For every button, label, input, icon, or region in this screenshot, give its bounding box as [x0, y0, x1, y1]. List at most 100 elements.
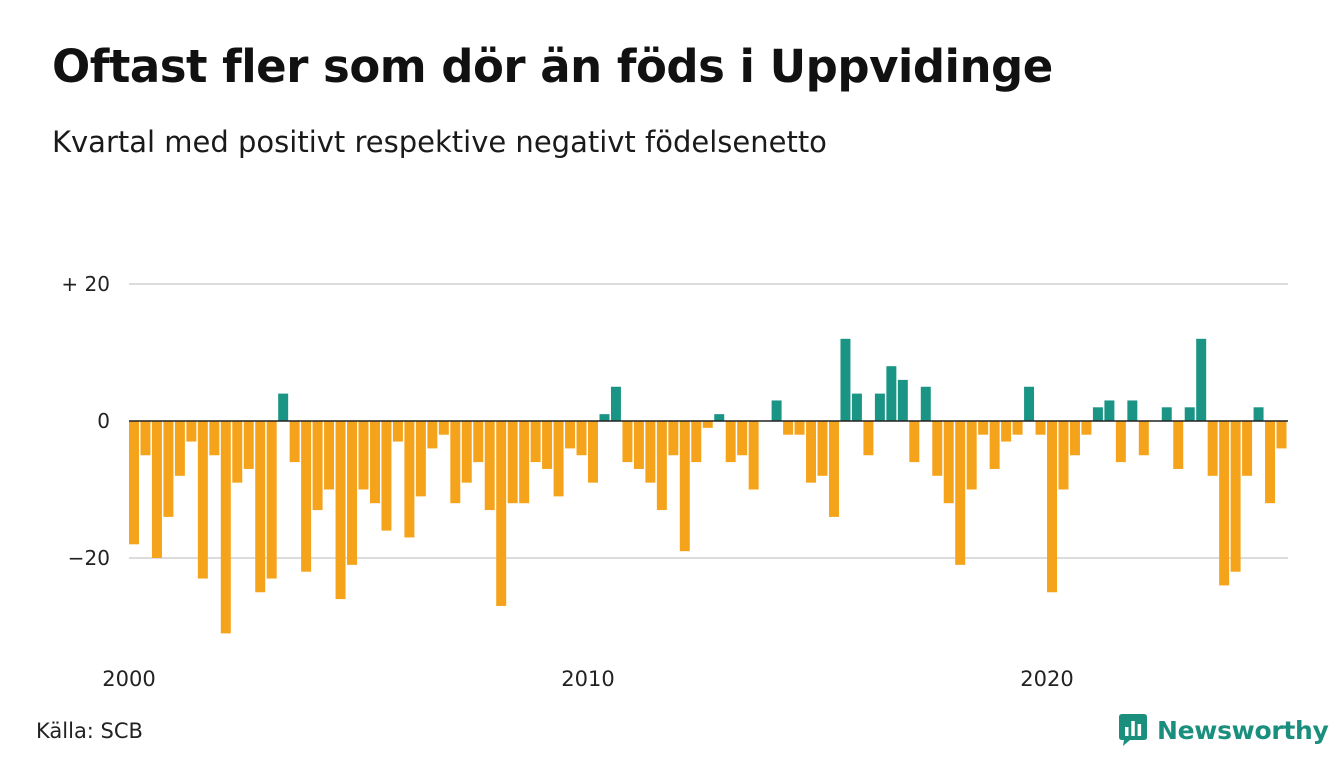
y-tick-label: 0 — [97, 409, 110, 433]
bar-positive — [886, 366, 897, 421]
bar-negative — [232, 421, 243, 483]
bar-negative — [783, 421, 794, 435]
bar-negative — [129, 421, 139, 545]
bar-negative — [473, 421, 484, 463]
chart-title: Oftast fler som dör än föds i Uppvidinge — [52, 40, 1053, 93]
bar-negative — [1207, 421, 1218, 476]
bar-positive — [1127, 400, 1138, 421]
bar-negative — [691, 421, 702, 463]
bar-negative — [335, 421, 346, 600]
bar-positive — [1196, 338, 1207, 421]
bar-negative — [1035, 421, 1046, 435]
bar-positive — [599, 414, 610, 421]
bar-negative — [553, 421, 564, 497]
bar-chart: + 20 0 −20 2000 2010 2020 — [61, 272, 1288, 691]
gridlines — [129, 283, 1288, 559]
source-note: Källa: SCB — [36, 719, 143, 743]
bar-negative — [679, 421, 690, 552]
bar-positive — [1161, 407, 1172, 421]
y-tick-label: + 20 — [61, 272, 110, 296]
bar-negative — [1069, 421, 1080, 456]
bar-negative — [484, 421, 495, 511]
bar-negative — [817, 421, 828, 476]
bar-negative — [220, 421, 231, 634]
bar-negative — [186, 421, 197, 442]
brand-name: Newsworthy — [1157, 715, 1329, 745]
bar-negative — [174, 421, 185, 476]
x-tick-label: 2020 — [1020, 667, 1073, 691]
bar-negative — [1047, 421, 1057, 593]
bar-negative — [943, 421, 954, 504]
bar-negative — [347, 421, 358, 565]
bar-positive — [1104, 400, 1115, 421]
bar-negative — [404, 421, 415, 538]
bar-positive — [897, 379, 908, 421]
bar-negative — [565, 421, 576, 449]
newsworthy-logo-icon — [1119, 714, 1147, 746]
bar-negative — [576, 421, 587, 456]
bar-negative — [633, 421, 644, 469]
bar-negative — [725, 421, 736, 463]
y-tick-label: −20 — [68, 546, 110, 570]
brand-logo: Newsworthy — [1117, 713, 1329, 747]
bar-negative — [1115, 421, 1126, 463]
bar-negative — [1265, 421, 1276, 504]
bar-positive — [851, 393, 862, 421]
bar-negative — [1058, 421, 1069, 490]
bar-negative — [645, 421, 656, 483]
bar-negative — [324, 421, 335, 490]
bar-negative — [243, 421, 254, 469]
bar-positive — [278, 393, 289, 421]
bar-positive — [714, 414, 725, 421]
bar-negative — [163, 421, 174, 517]
bar-negative — [588, 421, 598, 483]
bar-negative — [438, 421, 449, 435]
bar-negative — [461, 421, 472, 483]
x-tick-label: 2010 — [561, 667, 614, 691]
bar-negative — [197, 421, 208, 579]
bar-positive — [771, 400, 782, 421]
bar-negative — [668, 421, 679, 456]
bar-negative — [358, 421, 369, 490]
bar-positive — [874, 393, 885, 421]
bar-negative — [507, 421, 518, 504]
bar-positive — [1024, 386, 1035, 421]
bar-negative — [1081, 421, 1092, 435]
bar-negative — [1012, 421, 1023, 435]
bar-negative — [932, 421, 943, 476]
bar-positive — [1253, 407, 1264, 421]
bar-negative — [266, 421, 277, 579]
bar-negative — [381, 421, 392, 531]
bar-negative — [989, 421, 1000, 469]
bar-negative — [140, 421, 151, 456]
bar-negative — [519, 421, 530, 504]
bar-negative — [1173, 421, 1184, 469]
bar-positive — [610, 386, 621, 421]
bar-negative — [622, 421, 633, 463]
bar-negative — [863, 421, 874, 456]
bar-positive — [920, 386, 931, 421]
bar-positive — [840, 338, 851, 421]
bar-negative — [209, 421, 220, 456]
bar-negative — [1138, 421, 1149, 456]
bar-negative — [702, 421, 713, 428]
bar-negative — [828, 421, 839, 517]
bar-negative — [450, 421, 461, 504]
bar-negative — [1276, 421, 1287, 449]
bar-negative — [1242, 421, 1253, 476]
axis: + 20 0 −20 2000 2010 2020 — [61, 272, 1288, 691]
bar-negative — [748, 421, 759, 490]
bar-negative — [978, 421, 989, 435]
bar-negative — [1001, 421, 1012, 442]
bar-negative — [496, 421, 507, 606]
bar-negative — [656, 421, 667, 511]
bar-negative — [151, 421, 162, 558]
bar-negative — [794, 421, 805, 435]
bars — [129, 338, 1287, 634]
bar-negative — [369, 421, 380, 504]
bar-positive — [1092, 407, 1103, 421]
bar-negative — [427, 421, 438, 449]
bar-negative — [1219, 421, 1230, 586]
bar-negative — [301, 421, 312, 572]
chart-subtitle: Kvartal med positivt respektive negativt… — [52, 125, 827, 159]
